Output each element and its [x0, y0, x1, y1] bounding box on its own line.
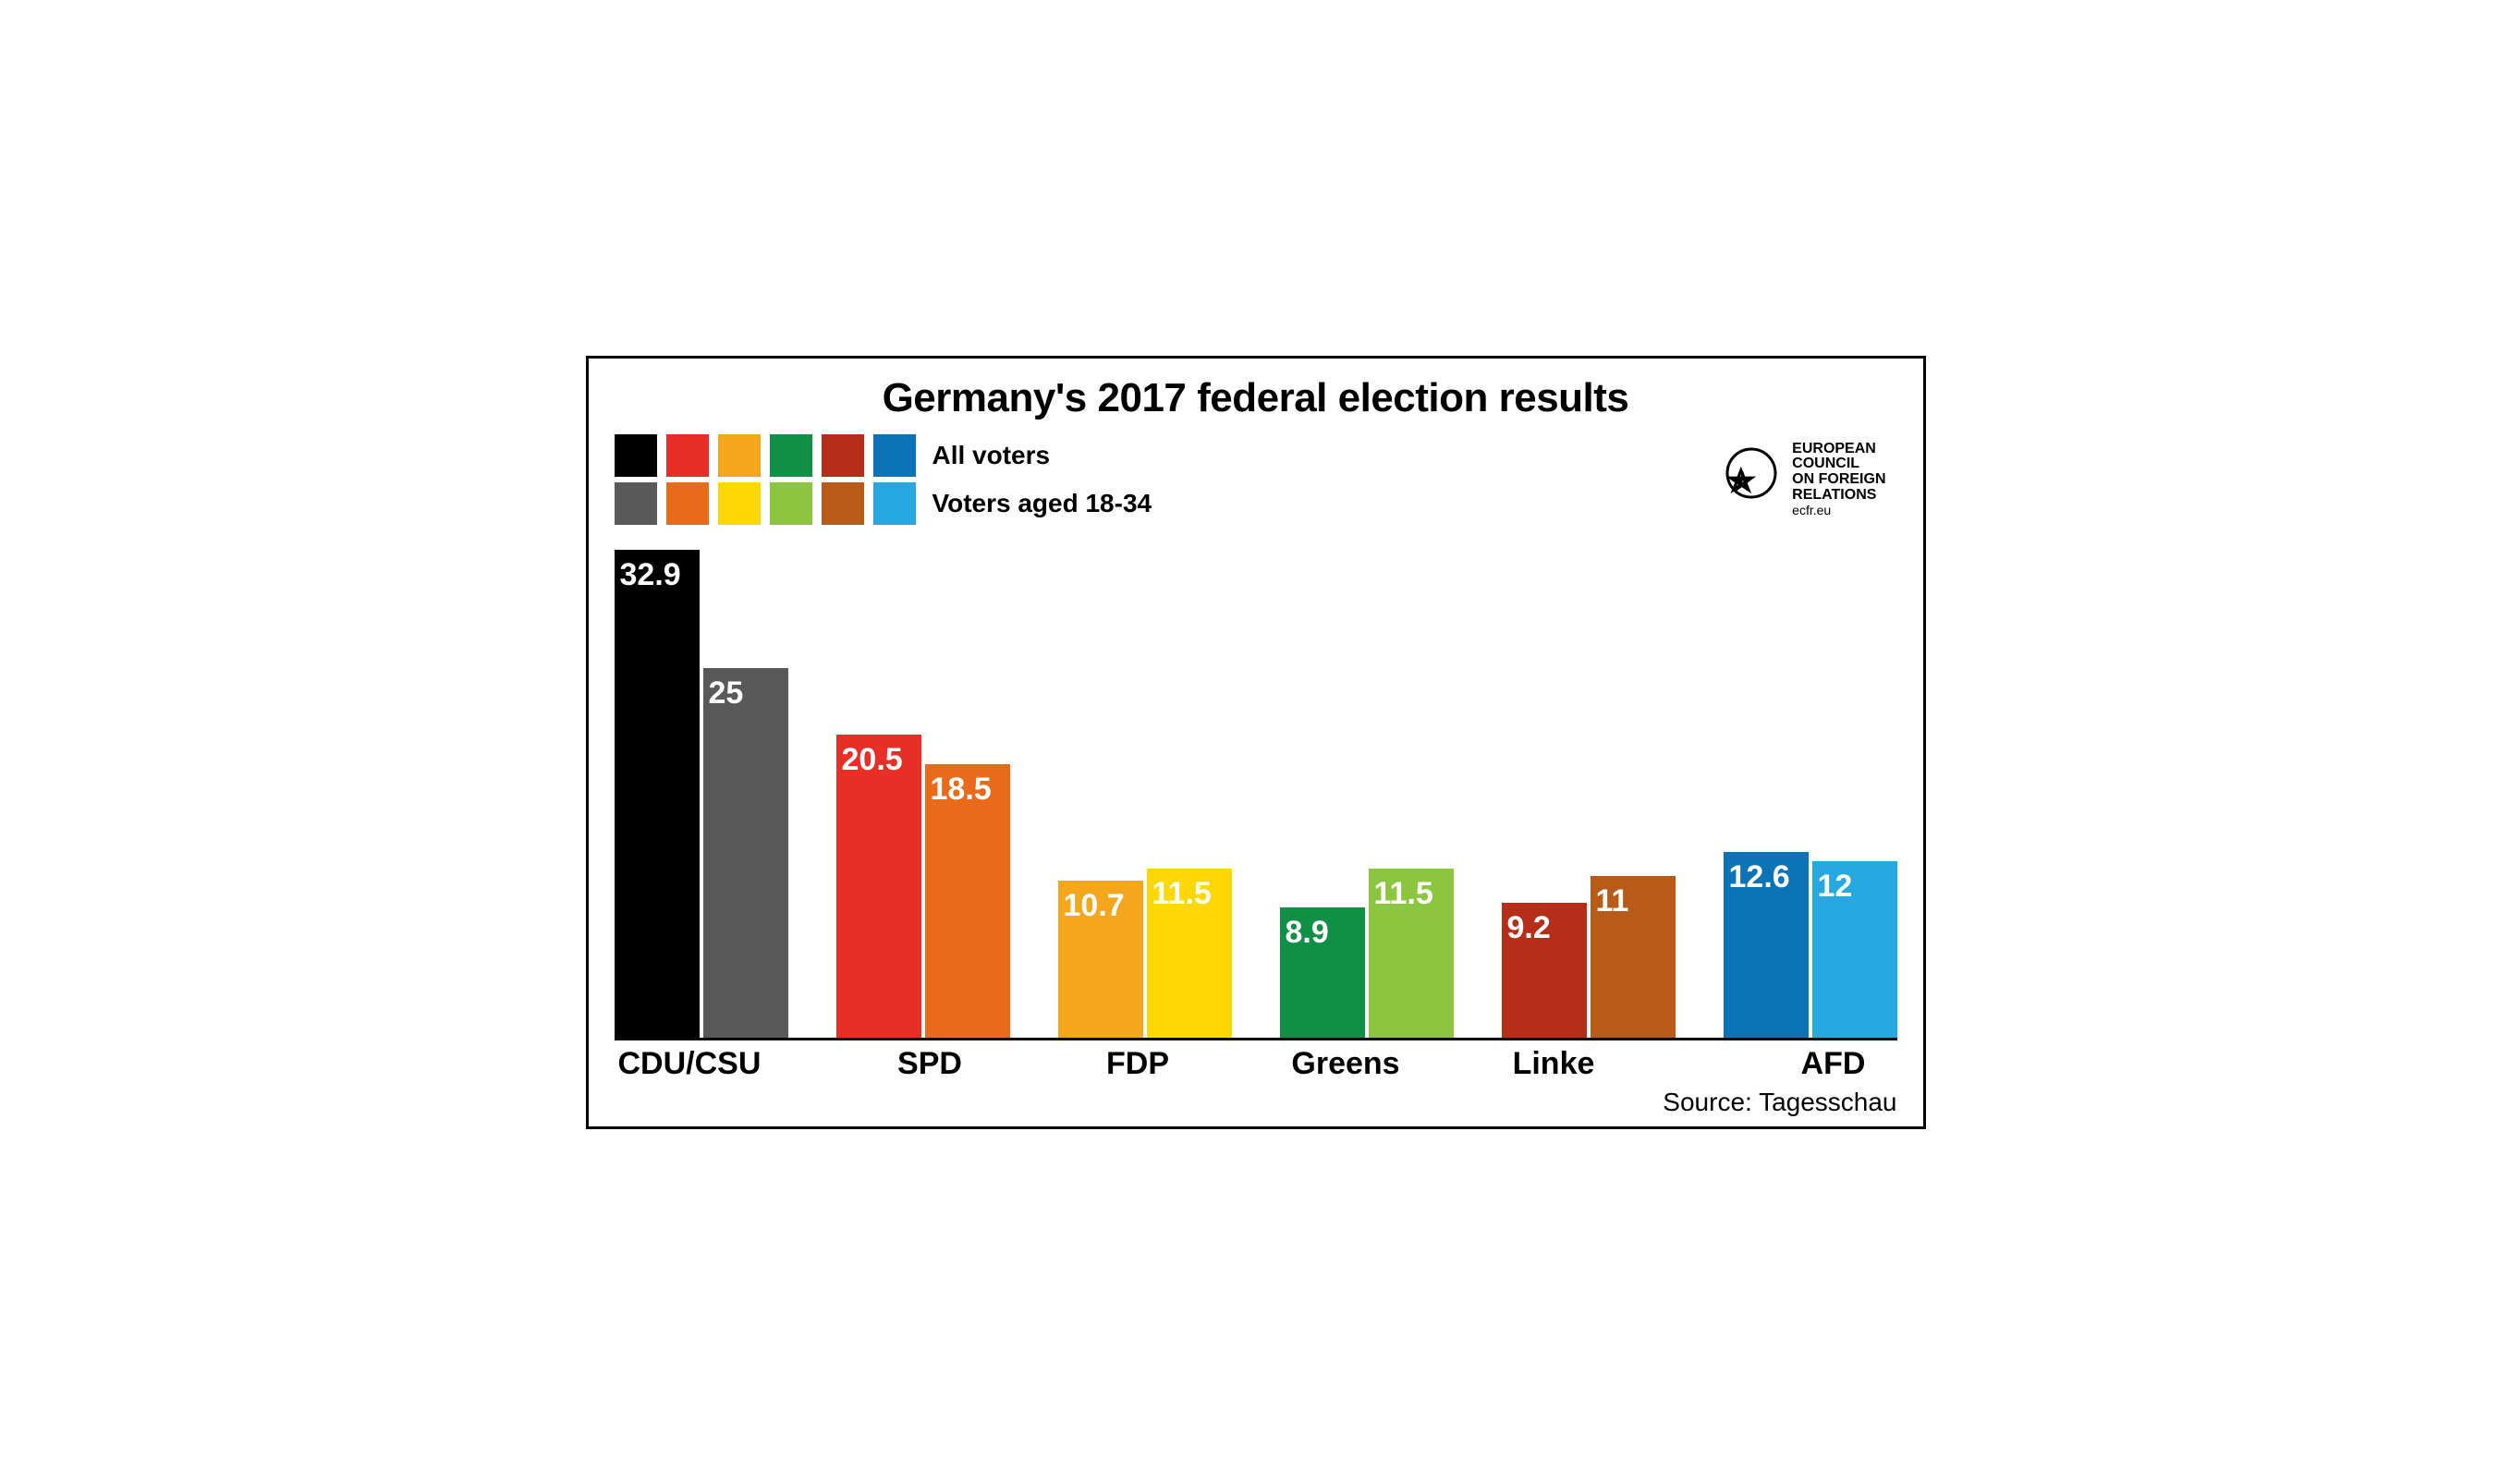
ecfr-logo: EUROPEAN COUNCIL ON FOREIGN RELATIONS ec…: [1714, 442, 1885, 519]
bar-group: 8.9 11.5: [1280, 869, 1454, 1040]
bar-value-label: 10.7: [1064, 888, 1125, 924]
bar-value-label: 11.5: [1152, 876, 1212, 912]
legend-swatch: [770, 434, 812, 477]
bar-group: 9.2 11: [1502, 876, 1676, 1040]
legend-swatch: [822, 434, 864, 477]
x-axis-line: [615, 1038, 1897, 1040]
legend-swatch: [770, 482, 812, 525]
bar-value-label: 20.5: [842, 742, 903, 778]
category-label: CDU/CSU: [618, 1046, 826, 1082]
legend-swatch: [615, 482, 657, 525]
legend-swatch: [666, 434, 709, 477]
bar: 11.5: [1369, 869, 1454, 1040]
bar-value-label: 11.5: [1374, 876, 1433, 912]
bar: 25: [703, 668, 788, 1040]
bar: 20.5: [836, 735, 921, 1040]
chart-plot-area: 32.9 25 20.5 18.5 10.7 11.5 8.9 11.5 9.2 11 12.6 12: [615, 541, 1897, 1040]
bar-value-label: 25: [709, 675, 744, 712]
legend-swatch: [873, 482, 916, 525]
source-label: Source: Tagesschau: [615, 1088, 1897, 1117]
chart-title: Germany's 2017 federal election results: [615, 375, 1897, 421]
category-label: Greens: [1242, 1046, 1450, 1082]
bar-value-label: 32.9: [620, 557, 681, 593]
category-label: FDP: [1034, 1046, 1242, 1082]
bar-value-label: 12: [1818, 869, 1853, 905]
legend-swatch: [718, 434, 761, 477]
legend: All voters Voters aged 18-34: [615, 434, 1897, 525]
bar-value-label: 18.5: [931, 772, 992, 808]
bar-group: 12.6 12: [1724, 852, 1897, 1040]
ecfr-logo-icon: [1714, 445, 1783, 514]
bar: 12.6: [1724, 852, 1809, 1040]
category-label: AFD: [1658, 1046, 1894, 1082]
bar-group: 10.7 11.5: [1058, 869, 1232, 1040]
bar-value-label: 12.6: [1729, 859, 1790, 895]
chart-card: Germany's 2017 federal election results …: [586, 356, 1926, 1129]
bar: 12: [1812, 861, 1897, 1040]
bar-value-label: 11: [1596, 883, 1629, 919]
bar-group: 32.9 25: [615, 550, 788, 1040]
bar: 18.5: [925, 764, 1010, 1040]
bar: 32.9: [615, 550, 700, 1040]
legend-swatch: [873, 434, 916, 477]
bar-group: 20.5 18.5: [836, 735, 1010, 1040]
ecfr-logo-text: EUROPEAN COUNCIL ON FOREIGN RELATIONS ec…: [1792, 442, 1885, 519]
legend-swatch: [718, 482, 761, 525]
legend-row: All voters: [615, 434, 1897, 477]
legend-swatch: [615, 434, 657, 477]
category-label: SPD: [826, 1046, 1034, 1082]
bar: 9.2: [1502, 903, 1587, 1040]
legend-label: Voters aged 18-34: [932, 489, 1152, 518]
bar: 11: [1591, 876, 1676, 1040]
x-axis-labels: CDU/CSUSPDFDPGreensLinkeAFD: [615, 1046, 1897, 1082]
bar: 10.7: [1058, 881, 1143, 1040]
legend-swatch: [666, 482, 709, 525]
bar: 8.9: [1280, 907, 1365, 1040]
legend-swatch: [822, 482, 864, 525]
bar: 11.5: [1147, 869, 1232, 1040]
bar-value-label: 8.9: [1286, 915, 1329, 951]
legend-row: Voters aged 18-34: [615, 482, 1897, 525]
bar-value-label: 9.2: [1507, 910, 1551, 946]
category-label: Linke: [1450, 1046, 1658, 1082]
legend-label: All voters: [932, 441, 1051, 470]
